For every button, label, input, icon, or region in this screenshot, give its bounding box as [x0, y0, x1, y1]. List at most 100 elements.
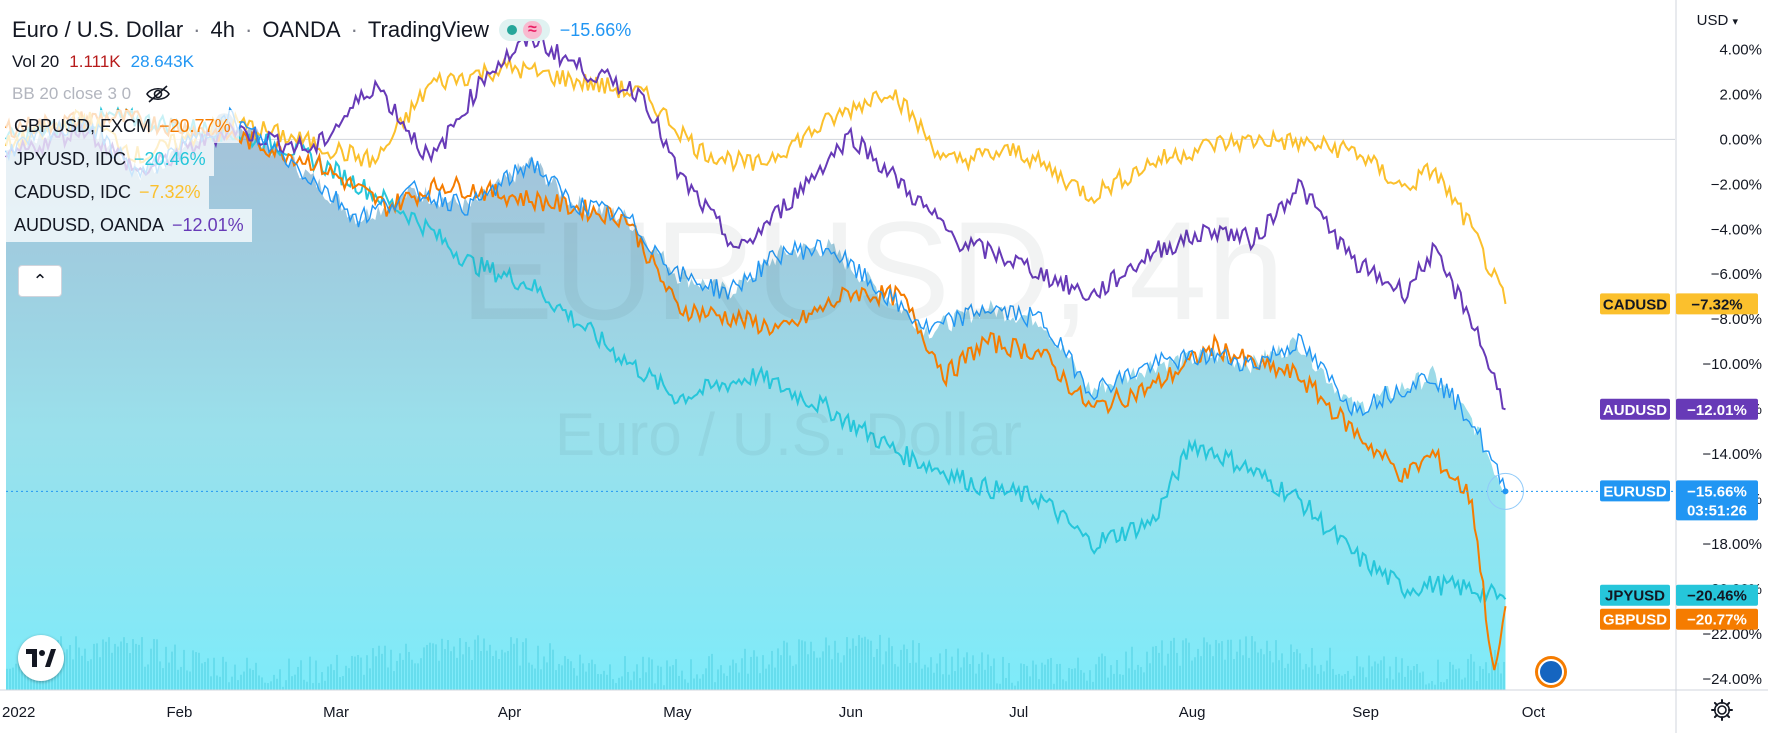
compare-item[interactable]: AUDUSD, OANDA −12.01%: [6, 209, 252, 242]
x-tick-label: Feb: [167, 704, 193, 721]
volume-bar: [1023, 664, 1025, 690]
volume-bar: [1467, 658, 1469, 690]
volume-bar: [816, 657, 818, 690]
volume-bar: [417, 663, 419, 690]
symbol-badge-label: GBPUSD: [1603, 612, 1667, 629]
volume-bar: [549, 643, 551, 690]
volume-bar: [1221, 641, 1223, 690]
volume-bar: [588, 663, 590, 690]
volume-bar: [1200, 656, 1202, 690]
volume-bar: [762, 655, 764, 690]
volume-bar: [792, 665, 794, 690]
volume-bar: [126, 643, 128, 690]
compare-item[interactable]: JPYUSD, IDC −20.46%: [6, 143, 214, 176]
volume-bar: [663, 685, 665, 690]
volume-bar: [1128, 668, 1130, 690]
volume-bar: [450, 651, 452, 690]
volume-bar: [102, 639, 104, 690]
volume-bar: [414, 663, 416, 690]
volume-bar: [1251, 636, 1253, 690]
volume-bar: [1395, 656, 1397, 690]
volume-bar: [1440, 681, 1442, 690]
exchange: OANDA: [262, 17, 341, 42]
volume-bar: [123, 637, 125, 690]
x-tick-label: Aug: [1179, 704, 1206, 721]
volume-bar: [939, 653, 941, 690]
compare-change: −7.32%: [139, 182, 201, 202]
volume-bar: [957, 648, 959, 690]
symbol-badge-gbpusd: [1600, 608, 1670, 630]
volume-bar: [1353, 675, 1355, 690]
volume-bar: [117, 646, 119, 690]
volume-bar: [921, 668, 923, 690]
compare-symbol: CADUSD, IDC: [14, 182, 132, 202]
volume-bar: [87, 661, 89, 690]
volume-bar: [786, 642, 788, 690]
volume-bar: [1380, 660, 1382, 690]
volume-bar: [543, 656, 545, 690]
legend: Euro / U.S. Dollar · 4h · OANDA · Tradin…: [6, 12, 631, 242]
volume-bar: [1329, 647, 1331, 690]
y-tick-label: −8.00%: [1711, 311, 1762, 328]
volume-bar: [1011, 682, 1013, 690]
compare-item[interactable]: CADUSD, IDC −7.32%: [6, 176, 209, 209]
symbol-title[interactable]: Euro / U.S. Dollar · 4h · OANDA · Tradin…: [12, 12, 631, 48]
volume-bar: [1248, 657, 1250, 690]
volume-bar: [903, 644, 905, 690]
volume-bar: [69, 645, 71, 690]
volume-bar: [1344, 674, 1346, 690]
volume-bar: [1347, 670, 1349, 690]
settings-gear-icon[interactable]: [1710, 698, 1734, 722]
value-badge-gbpusd: [1676, 608, 1758, 630]
volume-bar: [1428, 683, 1430, 690]
volume-bar: [84, 648, 86, 690]
volume-bar: [483, 638, 485, 690]
volume-bar: [237, 680, 239, 690]
x-tick-label: Oct: [1522, 704, 1546, 721]
volume-bar: [732, 659, 734, 690]
currency-button[interactable]: USD ▾: [1697, 12, 1738, 29]
volume-bar: [1503, 661, 1505, 690]
y-tick-label: −4.00%: [1711, 221, 1762, 238]
compare-item[interactable]: GBPUSD, FXCM −20.77%: [6, 110, 239, 143]
symbol-badge-label: EURUSD: [1603, 483, 1667, 500]
volume-bar: [636, 664, 638, 690]
volume-bar: [336, 654, 338, 690]
volume-bar: [702, 674, 704, 690]
volume-bar: [1488, 673, 1490, 690]
volume-bar: [234, 664, 236, 690]
symbol-badge-label: JPYUSD: [1605, 588, 1665, 605]
volume-bar: [201, 663, 203, 690]
volume-bar: [648, 657, 650, 690]
volume-bar: [1167, 653, 1169, 690]
volume-bar: [1008, 663, 1010, 690]
volume-bar: [150, 648, 152, 690]
collapse-legend-button[interactable]: ⌃: [18, 265, 62, 297]
separator: ·: [350, 17, 358, 42]
y-tick-label: −22.00%: [1702, 626, 1762, 643]
volume-bar: [693, 678, 695, 690]
market-status-pill[interactable]: ≈: [498, 19, 550, 41]
volume-bar: [441, 638, 443, 690]
volume-bar: [1209, 644, 1211, 690]
volume-bar: [651, 659, 653, 690]
volume-bar: [357, 655, 359, 690]
symbol-badge-label: AUDUSD: [1603, 402, 1667, 419]
volume-bar: [408, 651, 410, 690]
bb-legend[interactable]: BB 20 close 3 0: [12, 76, 631, 112]
volume-bar: [1236, 651, 1238, 690]
compare-change: −20.46%: [134, 149, 206, 169]
volume-bar: [129, 653, 131, 690]
volume-bar: [1323, 671, 1325, 690]
volume-bar: [1281, 653, 1283, 690]
volume-bar: [309, 656, 311, 690]
volume-legend[interactable]: Vol 20 1.111K 28.643K: [12, 48, 631, 76]
volume-bar: [783, 640, 785, 690]
tradingview-logo[interactable]: [18, 635, 64, 681]
hidden-eye-icon[interactable]: [145, 84, 171, 104]
volume-bar: [111, 652, 113, 690]
volume-bar: [1086, 680, 1088, 690]
symbol-badge-label: CADUSD: [1603, 296, 1667, 313]
volume-bar: [156, 639, 158, 690]
